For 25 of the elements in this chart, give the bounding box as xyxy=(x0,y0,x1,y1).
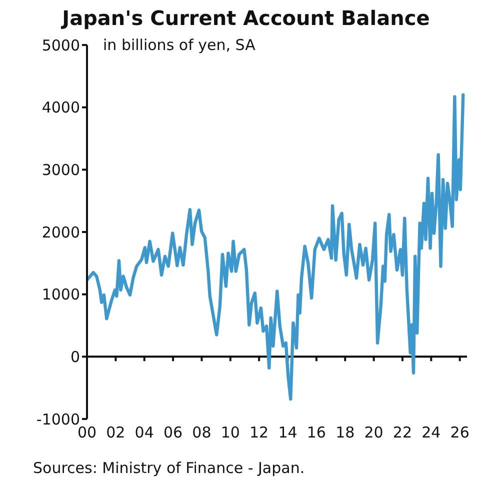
y-tick-label: 4000 xyxy=(42,98,80,117)
x-tick-label: 20 xyxy=(364,424,384,442)
x-tick-label: 12 xyxy=(250,424,269,442)
x-tick-label: 10 xyxy=(220,424,240,442)
source-note: Sources: Ministry of Finance - Japan. xyxy=(33,458,306,479)
line-series xyxy=(87,93,465,401)
x-tick-label: 00 xyxy=(77,424,97,442)
x-tick-label: 16 xyxy=(306,424,326,442)
x-tick-label: 14 xyxy=(278,424,298,442)
y-tick-label: 5000 xyxy=(42,36,80,54)
x-tick-label: 02 xyxy=(106,424,126,442)
y-tick-label: 1000 xyxy=(42,286,80,304)
x-tick-label: 26 xyxy=(450,424,470,442)
x-tick-label: 06 xyxy=(163,424,183,442)
y-tick-label: 2000 xyxy=(42,223,80,242)
x-tick-label: 08 xyxy=(192,424,212,442)
x-tick-label: 24 xyxy=(422,424,441,442)
x-tick-label: 22 xyxy=(392,424,412,442)
y-tick-label: 3000 xyxy=(42,160,80,179)
chart-title: Japan's Current Account Balance xyxy=(62,6,430,30)
x-tick-label: 04 xyxy=(134,424,154,442)
y-axis-title: in billions of yen, SA xyxy=(103,36,256,54)
y-tick-label: -1000 xyxy=(36,410,80,428)
y-tick-label: 0 xyxy=(70,348,80,366)
x-tick-label: 18 xyxy=(336,424,355,442)
